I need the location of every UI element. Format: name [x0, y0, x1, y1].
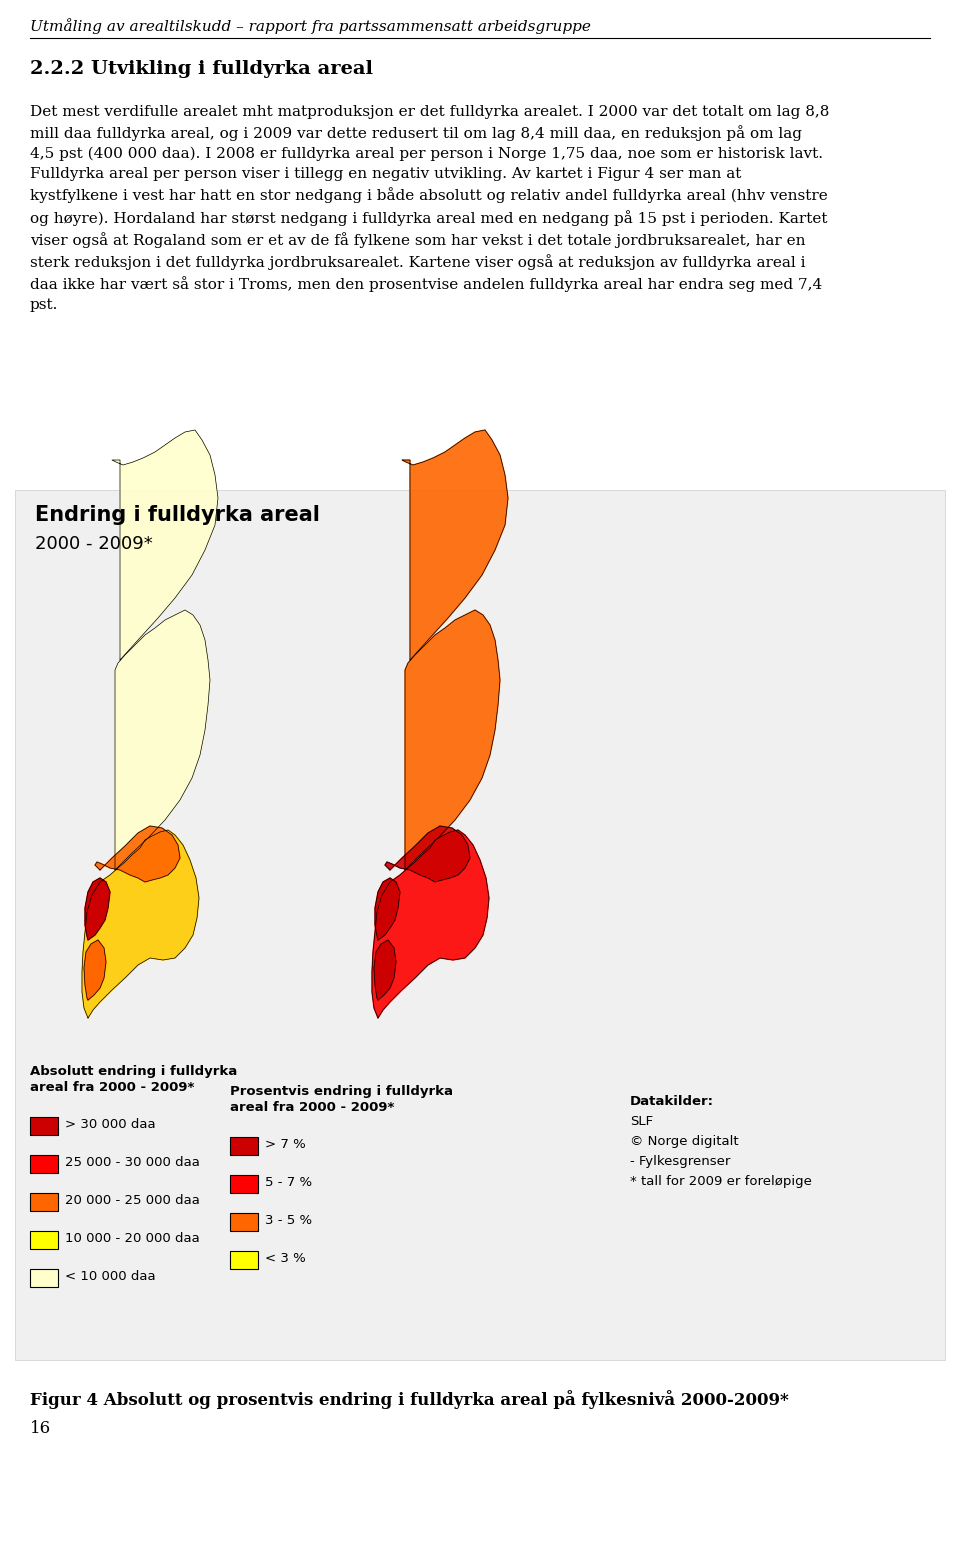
- Polygon shape: [372, 829, 489, 1018]
- Text: 3 - 5 %: 3 - 5 %: [265, 1214, 312, 1227]
- Bar: [30, 1269, 58, 1288]
- Bar: [230, 1175, 258, 1193]
- Text: Endring i fulldyrka areal: Endring i fulldyrka areal: [35, 505, 320, 525]
- Bar: [30, 1193, 58, 1211]
- Text: < 3 %: < 3 %: [265, 1252, 305, 1264]
- Text: Datakilder:: Datakilder:: [630, 1094, 714, 1108]
- Text: Figur 4 Absolutt og prosentvis endring i fulldyrka areal på fylkesnivå 2000-2009: Figur 4 Absolutt og prosentvis endring i…: [30, 1391, 789, 1409]
- Text: * tall for 2009 er foreløpige: * tall for 2009 er foreløpige: [630, 1175, 812, 1188]
- Bar: [230, 1250, 258, 1269]
- Text: Absolutt endring i fulldyrka
areal fra 2000 - 2009*: Absolutt endring i fulldyrka areal fra 2…: [30, 1065, 237, 1094]
- Text: © Norge digitalt: © Norge digitalt: [630, 1135, 738, 1147]
- Text: 2.2.2 Utvikling i fulldyrka areal: 2.2.2 Utvikling i fulldyrka areal: [30, 59, 373, 78]
- Text: SLF: SLF: [630, 1115, 653, 1129]
- Bar: [30, 1116, 58, 1135]
- Polygon shape: [115, 610, 210, 870]
- Text: > 30 000 daa: > 30 000 daa: [65, 1118, 156, 1130]
- Polygon shape: [374, 940, 396, 999]
- Bar: [15, 490, 945, 1359]
- Text: Utmåling av arealtilskudd – rapport fra partssammensatt arbeidsgruppe: Utmåling av arealtilskudd – rapport fra …: [30, 19, 590, 34]
- Bar: [15, 490, 945, 1359]
- Polygon shape: [82, 829, 199, 1018]
- Text: 10 000 - 20 000 daa: 10 000 - 20 000 daa: [65, 1232, 200, 1246]
- Polygon shape: [112, 430, 218, 659]
- Polygon shape: [84, 940, 106, 999]
- Polygon shape: [405, 610, 500, 870]
- Text: Det mest verdifulle arealet mht matproduksjon er det fulldyrka arealet. I 2000 v: Det mest verdifulle arealet mht matprodu…: [30, 104, 829, 312]
- Text: - Fylkesgrenser: - Fylkesgrenser: [630, 1155, 731, 1168]
- Text: 16: 16: [30, 1420, 51, 1437]
- Bar: [30, 1155, 58, 1172]
- Text: < 10 000 daa: < 10 000 daa: [65, 1271, 156, 1283]
- Text: 2000 - 2009*: 2000 - 2009*: [35, 535, 153, 553]
- Polygon shape: [402, 430, 508, 659]
- Bar: [230, 1213, 258, 1232]
- Polygon shape: [85, 878, 110, 940]
- Polygon shape: [385, 826, 470, 882]
- Polygon shape: [375, 878, 400, 940]
- Text: Prosentvis endring i fulldyrka
areal fra 2000 - 2009*: Prosentvis endring i fulldyrka areal fra…: [230, 1085, 453, 1115]
- Polygon shape: [95, 826, 180, 882]
- Text: 5 - 7 %: 5 - 7 %: [265, 1175, 312, 1190]
- Bar: [30, 1232, 58, 1249]
- Text: > 7 %: > 7 %: [265, 1138, 305, 1151]
- Text: 25 000 - 30 000 daa: 25 000 - 30 000 daa: [65, 1157, 200, 1169]
- Text: 20 000 - 25 000 daa: 20 000 - 25 000 daa: [65, 1194, 200, 1207]
- Bar: [230, 1137, 258, 1155]
